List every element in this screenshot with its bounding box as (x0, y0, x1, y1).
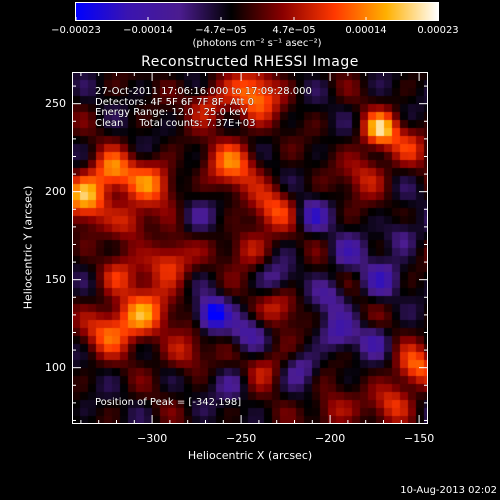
y-axis-label: Heliocentric Y (arcsec) (21, 185, 35, 310)
plot-frame (72, 72, 428, 424)
annotation-time-range: 27-Oct-2011 17:06:16.000 to 17:09:28.000 (95, 86, 312, 97)
annotation-peak: Position of Peak = [-342,198] (95, 397, 242, 408)
heatmap-image (72, 72, 428, 424)
x-tick-label: −150 (403, 432, 435, 445)
colorbar-label-5: 0.00023 (417, 25, 459, 36)
annotation-detectors: Detectors: 4F 5F 6F 7F 8F, Att 0 (95, 96, 255, 108)
y-tick-label: 250 (45, 96, 66, 110)
colorbar-label-2: −4.7e−05 (195, 25, 247, 36)
colorbar-unit-label: (photons cm⁻² s⁻¹ asec⁻²) (192, 38, 322, 49)
colorbar-label-4: 0.00014 (345, 25, 387, 36)
colorbar-gradient (76, 3, 438, 20)
x-axis-label: Heliocentric X (arcsec) (187, 449, 313, 462)
colorbar-label-0: −0.00023 (51, 25, 101, 36)
x-tick-label: −250 (225, 432, 257, 445)
colorbar-label-1: −0.00014 (123, 25, 173, 36)
x-tick-label: −300 (136, 432, 168, 445)
x-tick-label: −200 (314, 432, 346, 445)
y-tick-label: 100 (45, 360, 66, 374)
y-tick-label: 150 (45, 272, 66, 286)
annotation-energy: Energy Range: 12.0 - 25.0 keV (95, 107, 248, 118)
plot-axes (72, 72, 428, 424)
annotation-clean: Clean Total counts: 7.37E+03 (95, 117, 256, 129)
chart-title: Reconstructed RHESSI Image (141, 54, 359, 70)
y-tick-label: 200 (45, 184, 66, 198)
colorbar (75, 2, 439, 21)
plot-area: 27-Oct-2011 17:06:16.000 to 17:09:28.000… (72, 72, 428, 424)
footer-datestamp: 10-Aug-2013 02:02 (400, 485, 497, 496)
colorbar-label-3: 4.7e−05 (272, 25, 316, 36)
colorbar-ticks (75, 17, 439, 21)
